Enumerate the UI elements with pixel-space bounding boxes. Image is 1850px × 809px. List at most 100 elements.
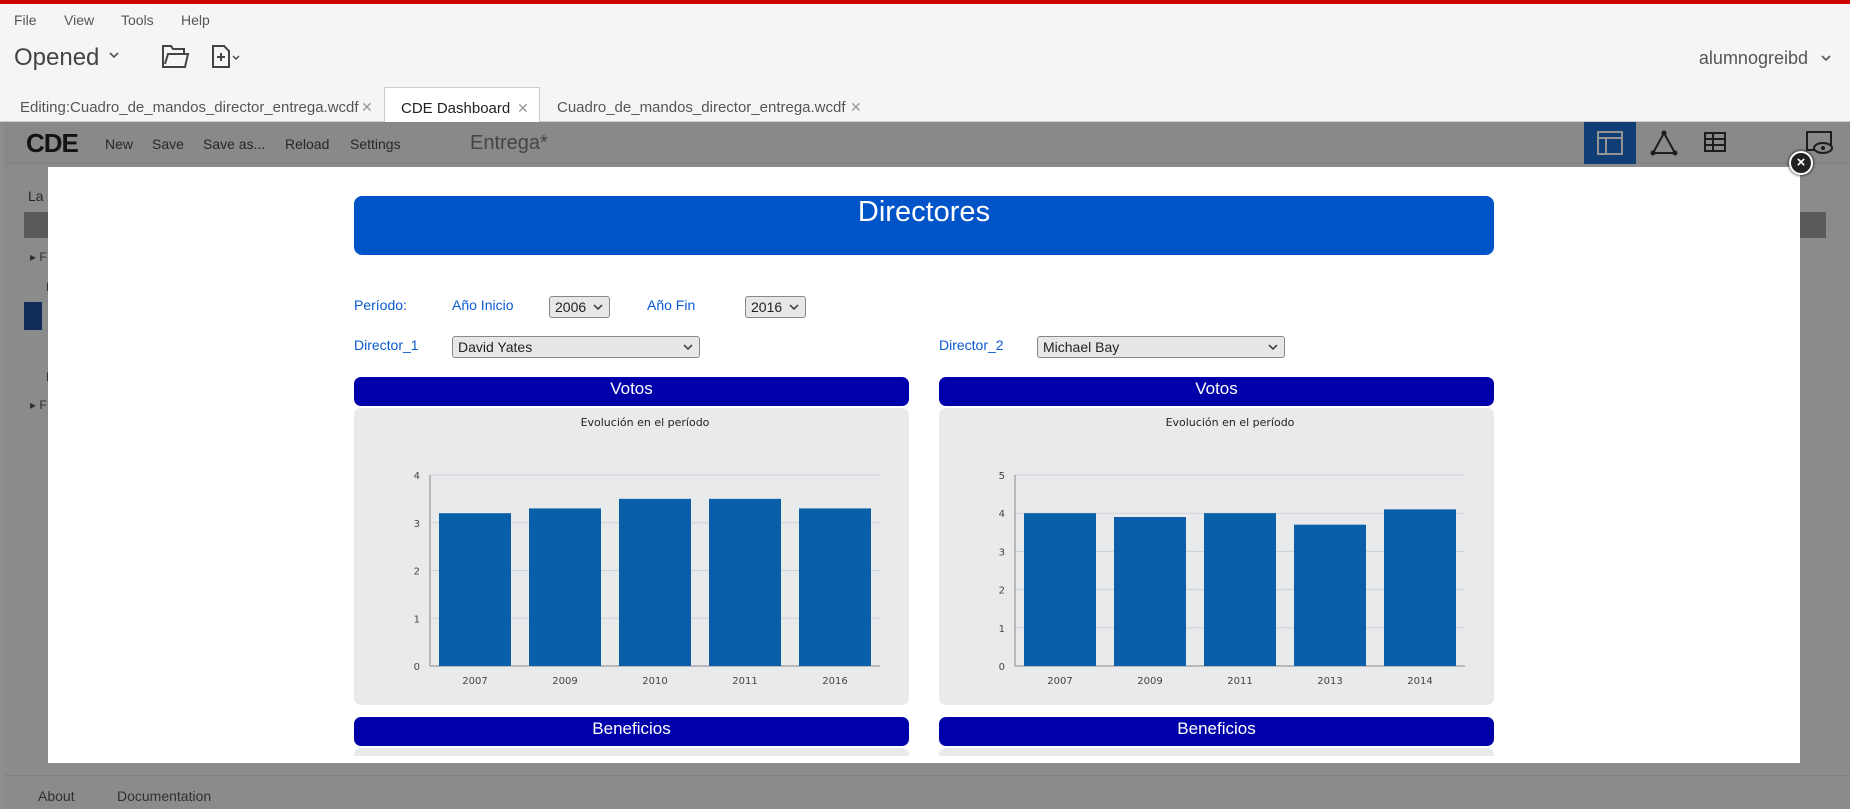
- menubar: File View Tools Help: [0, 4, 1850, 34]
- bar: [439, 513, 511, 666]
- toolbar: Opened alumnogreibd: [0, 34, 1850, 84]
- profits-title: Beneficios: [1177, 719, 1256, 738]
- components-icon: [1650, 130, 1678, 156]
- bar: [799, 508, 871, 666]
- period-label: Período:: [354, 297, 407, 313]
- tab-label: Editing:Cuadro_de_mandos_director_entreg…: [20, 99, 359, 116]
- cde-dashboard-title: Entrega*: [470, 132, 548, 154]
- close-icon[interactable]: ✕: [517, 100, 529, 116]
- menu-file[interactable]: File: [14, 12, 37, 28]
- eye-icon: [1806, 131, 1833, 154]
- cde-menu-save[interactable]: Save: [152, 136, 184, 152]
- menu-view[interactable]: View: [64, 12, 95, 28]
- chart-title: Evolución en el período: [581, 416, 710, 429]
- votes-chart-panel-2: Evolución en el período 0 1 2 3 4 5 2007 2009 201…: [939, 408, 1494, 705]
- y-tick-label: 2: [999, 586, 1005, 597]
- layout-structure-label: La: [28, 188, 44, 204]
- y-tick-label: 1: [999, 624, 1005, 635]
- tree-row[interactable]: ▸ F: [30, 398, 47, 412]
- bar: [1024, 513, 1096, 666]
- tab-label: CDE Dashboard: [401, 100, 511, 117]
- about-link[interactable]: About: [38, 788, 75, 804]
- y-tick-label: 4: [999, 509, 1005, 520]
- director1-select[interactable]: David Yates: [452, 336, 700, 358]
- tab-bar: Editing:Cuadro_de_mandos_director_entreg…: [0, 84, 1850, 122]
- x-tick-label: 2009: [552, 676, 577, 687]
- cde-menu-new[interactable]: New: [105, 136, 134, 152]
- x-tick-label: 2014: [1407, 676, 1432, 687]
- x-tick-label: 2011: [1227, 676, 1252, 687]
- x-tick-label: 2013: [1317, 676, 1342, 687]
- cde-header: CDE New Save Save as... Reload Settings …: [4, 122, 1850, 164]
- layout-icon: [1597, 131, 1623, 155]
- profits-header-2: Beneficios: [939, 717, 1494, 746]
- profits-title: Beneficios: [592, 719, 671, 738]
- bar: [1114, 517, 1186, 666]
- cde-menu-reload[interactable]: Reload: [285, 136, 330, 152]
- menu-help[interactable]: Help: [181, 12, 210, 28]
- x-tick-label: 2011: [732, 676, 757, 687]
- tab-cde-dashboard[interactable]: CDE Dashboard ✕: [384, 87, 540, 122]
- chevron-down-icon[interactable]: [1820, 53, 1832, 63]
- start-year-select[interactable]: 2006: [549, 296, 610, 318]
- preview-button[interactable]: [1794, 122, 1846, 164]
- documentation-link[interactable]: Documentation: [117, 788, 212, 804]
- profits-chart-panel-2: [939, 748, 1494, 756]
- tab-wcdf[interactable]: Cuadro_de_mandos_director_entrega.wcdf ✕: [541, 87, 862, 122]
- close-icon[interactable]: ✕: [361, 99, 373, 115]
- dashboard-preview-modal: Directores Período: Año Inicio 2006 Año …: [48, 167, 1800, 763]
- chevron-down-icon: [1268, 344, 1278, 351]
- director1-label: Director_1: [354, 337, 419, 353]
- y-tick-label: 1: [414, 614, 420, 625]
- votes-chart-panel-1: Evolución en el período 0 1 2 3 4 2007 2009 2010…: [354, 408, 909, 705]
- chevron-down-icon: [593, 304, 603, 311]
- user-dropdown[interactable]: alumnogreibd: [1698, 48, 1808, 68]
- cde-footer: About Documentation: [4, 775, 1850, 809]
- votes-title: Votos: [1195, 379, 1238, 398]
- votes-bar-chart-2: Evolución en el período 0 1 2 3 4 5 2007 2009 201…: [999, 416, 1465, 687]
- votes-title: Votos: [610, 379, 653, 398]
- close-icon[interactable]: ×: [1789, 151, 1813, 175]
- new-file-icon[interactable]: [210, 44, 242, 70]
- y-tick-label: 4: [414, 471, 420, 482]
- director1-value: David Yates: [458, 339, 533, 355]
- bar: [1204, 513, 1276, 666]
- opened-dropdown[interactable]: Opened: [14, 44, 100, 71]
- tree-row-selected[interactable]: [24, 302, 42, 330]
- votes-header-1: Votos: [354, 377, 909, 406]
- votes-bar-chart-1: Evolución en el período 0 1 2 3 4 2007 2009 2010…: [414, 416, 880, 687]
- bar: [709, 498, 781, 666]
- close-icon[interactable]: ✕: [850, 99, 862, 115]
- chart-title: Evolución en el período: [1166, 416, 1295, 429]
- tab-editing[interactable]: Editing:Cuadro_de_mandos_director_entreg…: [4, 87, 382, 122]
- tree-row[interactable]: ▸ F: [30, 250, 47, 264]
- cde-menu-settings[interactable]: Settings: [350, 136, 401, 152]
- votes-header-2: Votos: [939, 377, 1494, 406]
- open-folder-icon[interactable]: [160, 42, 190, 70]
- tab-label: Cuadro_de_mandos_director_entrega.wcdf: [557, 99, 846, 116]
- components-mode-button[interactable]: [1638, 122, 1690, 164]
- layout-mode-button[interactable]: [1584, 122, 1636, 164]
- director2-value: Michael Bay: [1043, 339, 1120, 355]
- x-tick-label: 2007: [462, 676, 487, 687]
- x-tick-label: 2009: [1137, 676, 1162, 687]
- top-accent-bar: [0, 0, 1850, 4]
- chevron-down-icon: [789, 304, 799, 311]
- end-year-label: Año Fin: [647, 297, 696, 313]
- bar: [1294, 524, 1366, 666]
- menu-tools[interactable]: Tools: [121, 12, 154, 28]
- x-tick-label: 2007: [1047, 676, 1072, 687]
- chevron-down-icon[interactable]: [108, 50, 120, 60]
- profits-chart-panel-1: [354, 748, 909, 756]
- end-year-value: 2016: [751, 299, 783, 315]
- director2-select[interactable]: Michael Bay: [1037, 336, 1285, 358]
- datasources-mode-button[interactable]: [1690, 122, 1742, 164]
- dashboard-title-box: Directores: [354, 196, 1494, 255]
- cde-logo: CDE: [26, 128, 79, 158]
- y-tick-label: 3: [414, 519, 420, 530]
- y-tick-label: 2: [414, 567, 420, 578]
- bar: [619, 498, 691, 666]
- director2-label: Director_2: [939, 337, 1004, 353]
- end-year-select[interactable]: 2016: [745, 296, 806, 318]
- cde-menu-save-as[interactable]: Save as...: [203, 136, 266, 152]
